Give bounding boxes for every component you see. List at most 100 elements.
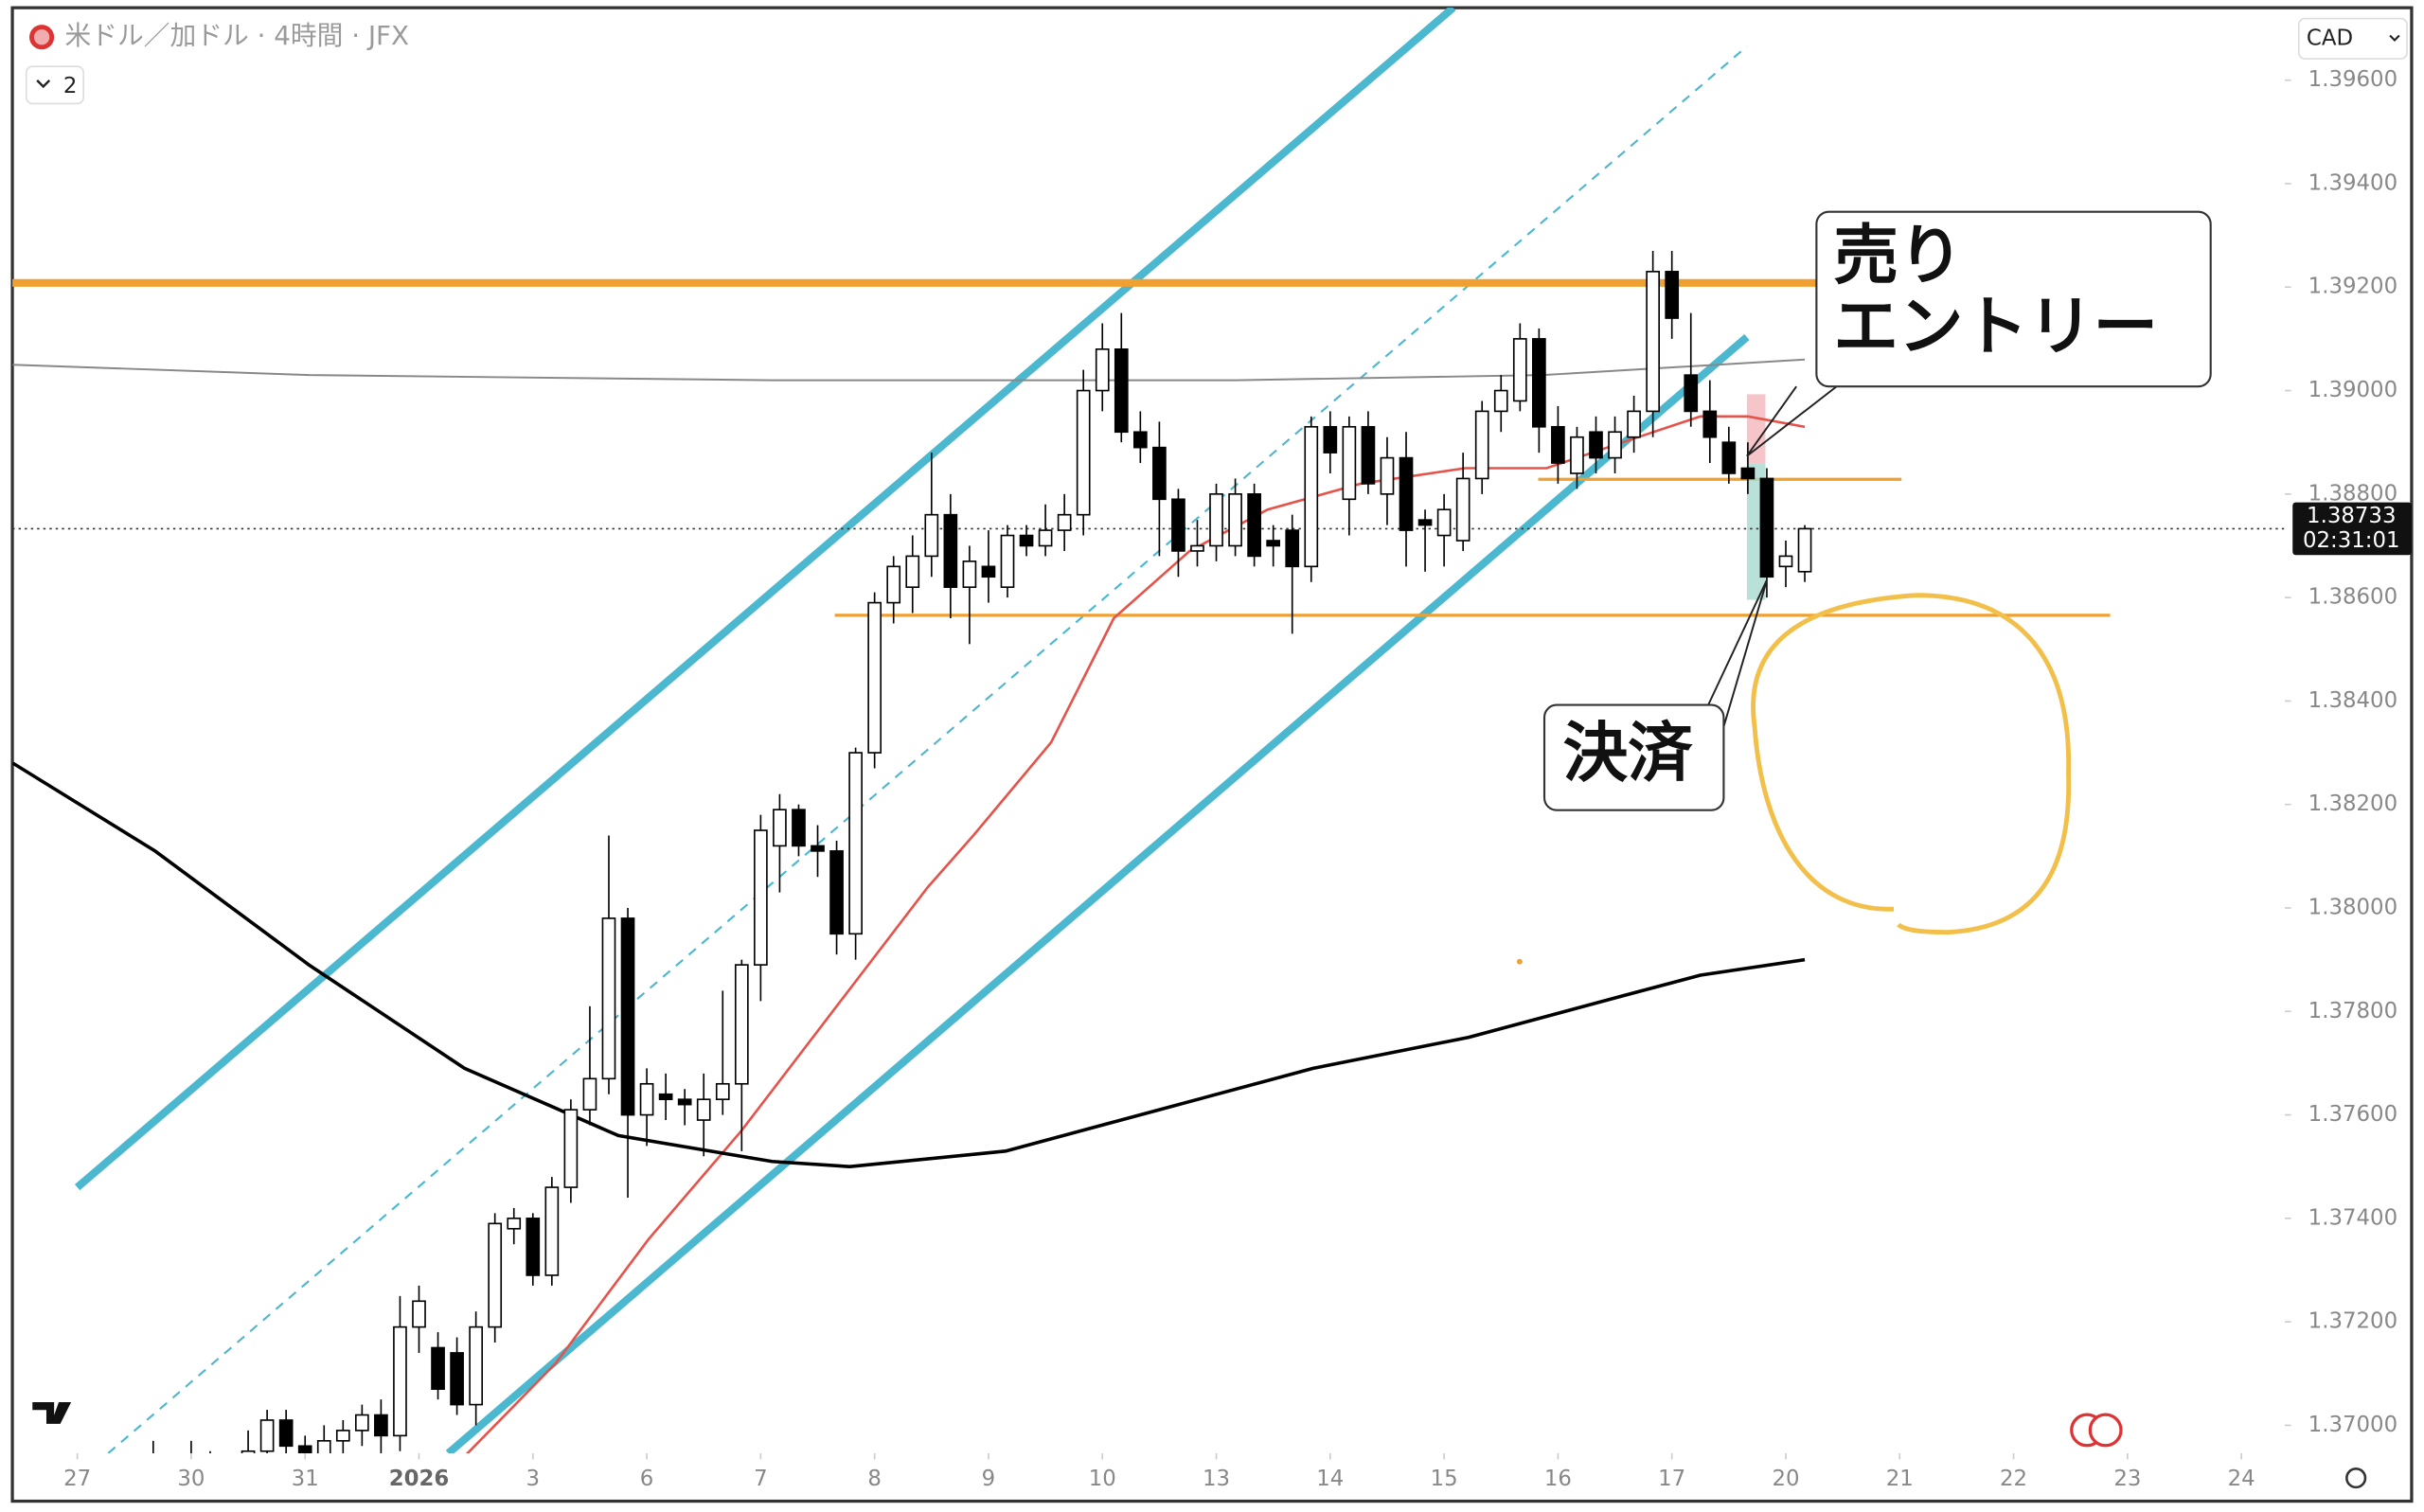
candle-body — [639, 1082, 654, 1116]
plot-area — [12, 8, 2286, 1453]
indicator-line — [12, 358, 1806, 382]
candle-body — [1417, 519, 1433, 526]
candle-body — [1474, 410, 1489, 480]
candle-body — [696, 1098, 711, 1121]
currency-dropdown[interactable] — [2297, 17, 2408, 60]
candle-body — [1323, 425, 1338, 454]
x-tick-label: 21 — [1886, 1467, 1914, 1491]
candle-body — [1399, 456, 1414, 531]
x-tick-label: 8 — [867, 1467, 882, 1491]
callout-pointer — [1746, 385, 1797, 457]
candle-body — [1455, 477, 1470, 542]
candle-body — [601, 917, 616, 1080]
candle-body — [241, 1450, 256, 1453]
y-tick-label: 1.37200 — [2308, 1309, 2397, 1334]
event-flag[interactable] — [2088, 1413, 2123, 1448]
candle-body — [1665, 271, 1680, 319]
x-tick-label: 23 — [2113, 1467, 2141, 1491]
candle-body — [1000, 534, 1015, 589]
indicator-toggle[interactable] — [25, 65, 84, 105]
x-tick-label: 24 — [2228, 1467, 2255, 1491]
channel-line — [74, 8, 1456, 1191]
candle-body — [582, 1077, 597, 1111]
candle-body — [792, 809, 806, 847]
candle-body — [1361, 425, 1376, 485]
callout-text: エントリー — [1833, 289, 2158, 365]
last-price-box — [2292, 502, 2412, 556]
freehand-circle — [1751, 593, 2072, 935]
x-tick-label: 6 — [640, 1467, 654, 1491]
candle-body — [1228, 493, 1242, 547]
y-tick-label: 1.37600 — [2308, 1102, 2397, 1127]
candle-body — [259, 1419, 275, 1452]
callout-box — [1815, 210, 2212, 388]
candle-body — [905, 555, 920, 589]
candle-body — [943, 513, 958, 589]
indicator-line — [465, 415, 1806, 1453]
callout-pointer — [1746, 385, 1838, 457]
candle-body — [1057, 513, 1072, 531]
candle-body — [1132, 431, 1148, 449]
candle-body — [1721, 441, 1737, 474]
candle-body — [658, 1093, 673, 1100]
candle-body — [811, 845, 825, 852]
currency-label: CAD — [2307, 26, 2353, 50]
x-tick-label: 17 — [1658, 1467, 1685, 1491]
candle-body — [1380, 456, 1395, 495]
candle-body — [924, 513, 939, 558]
candle-body — [620, 917, 635, 1116]
tradingview-logo — [32, 1402, 72, 1424]
candle-body — [431, 1346, 445, 1391]
candle-body — [754, 829, 768, 966]
indicator-line — [12, 761, 1806, 1169]
y-tick-label: 1.37000 — [2308, 1413, 2397, 1437]
callout-text: 売り — [1833, 218, 1963, 294]
candle-body — [1266, 540, 1281, 547]
dot — [1516, 958, 1523, 965]
candle-body — [1247, 493, 1261, 558]
candle-body — [469, 1325, 483, 1406]
candle-body — [1512, 338, 1527, 402]
indicator-count: 2 — [63, 74, 78, 98]
candle-body — [297, 1445, 312, 1453]
y-tick-label: 1.37800 — [2308, 999, 2397, 1023]
candle-body — [1304, 425, 1319, 568]
candle-body — [1551, 425, 1565, 464]
axes: 1.37000 1.37200 1.37400 1.37600 1.37800 1.380… — [63, 67, 2412, 1491]
candle-body — [1285, 529, 1300, 568]
candle-body — [507, 1218, 522, 1230]
channel-line — [445, 333, 1750, 1453]
y-tick-label: 1.38800 — [2308, 481, 2397, 506]
symbol-flag — [33, 29, 50, 45]
y-tick-label: 1.38000 — [2308, 895, 2397, 919]
candle-body — [488, 1222, 503, 1328]
x-tick-label: 16 — [1544, 1467, 1572, 1491]
candle-body — [526, 1218, 541, 1276]
candle-body — [715, 1082, 730, 1100]
candle-body — [1589, 431, 1603, 459]
candle-body — [1114, 348, 1129, 434]
x-tick-label: 2026 — [389, 1467, 450, 1491]
y-tick-label: 1.39600 — [2308, 67, 2397, 92]
candle-body — [1759, 477, 1774, 578]
x-tick-label: 27 — [63, 1467, 91, 1491]
y-tick-label: 1.38400 — [2308, 688, 2397, 713]
callout-pointer — [1707, 578, 1769, 706]
candle-body — [1646, 271, 1660, 413]
x-tick-label: 22 — [2000, 1467, 2027, 1491]
callout-pointer — [1722, 579, 1769, 727]
y-tick-label: 1.39400 — [2308, 170, 2397, 195]
callout-text: 決済 — [1563, 716, 1694, 792]
candle-body — [335, 1430, 350, 1442]
y-tick-label: 1.37400 — [2308, 1205, 2397, 1230]
countdown-label: 02:31:01 — [2303, 528, 2400, 553]
chevron — [36, 80, 51, 89]
settings-icon[interactable] — [2345, 1467, 2367, 1489]
candle-body — [278, 1419, 294, 1448]
candle-body — [1570, 436, 1584, 474]
candle-body — [1702, 410, 1718, 438]
candle-body — [1209, 493, 1223, 547]
x-tick-label: 14 — [1316, 1467, 1344, 1491]
candle-body — [1684, 374, 1699, 413]
